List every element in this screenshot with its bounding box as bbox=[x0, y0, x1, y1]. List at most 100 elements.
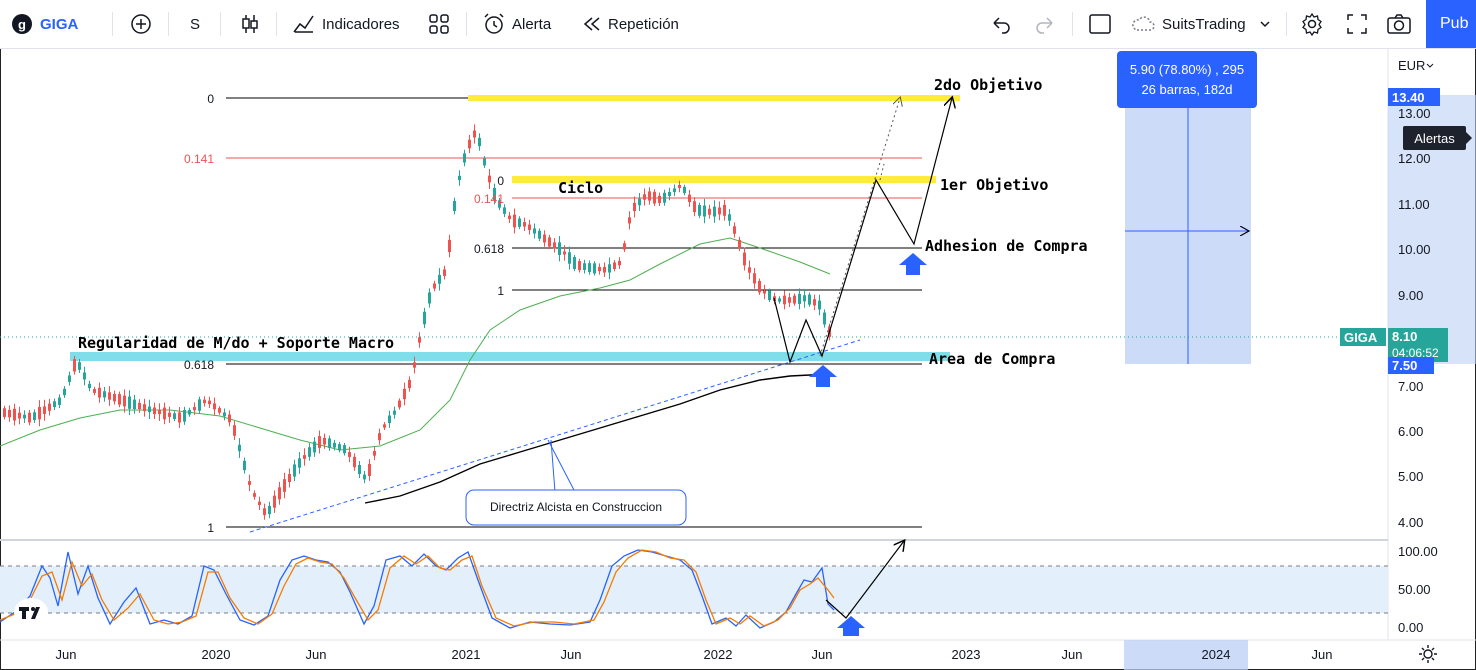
redo-button[interactable] bbox=[1034, 0, 1056, 48]
candle-body bbox=[38, 407, 41, 420]
candle-body bbox=[468, 139, 471, 149]
target2-band bbox=[468, 95, 960, 101]
stoch-d-line bbox=[0, 549, 835, 627]
ma-slow bbox=[364, 373, 831, 504]
candle-body bbox=[798, 293, 801, 304]
candle-body bbox=[663, 192, 666, 203]
candle-body bbox=[463, 153, 466, 163]
candle-body bbox=[403, 388, 406, 400]
camera-icon bbox=[1387, 14, 1411, 34]
publish-button[interactable]: Pub bbox=[1426, 0, 1476, 48]
chart-type-button[interactable] bbox=[240, 0, 260, 48]
candle-body bbox=[333, 442, 336, 448]
measure-line2: 26 barras, 182d bbox=[1141, 81, 1233, 97]
alert-button[interactable]: Alerta bbox=[482, 0, 551, 48]
candle-body bbox=[698, 205, 701, 216]
candle-body bbox=[453, 200, 456, 212]
candle-body bbox=[263, 508, 266, 516]
candle-body bbox=[793, 295, 796, 304]
indicators-button[interactable]: Indicadores bbox=[292, 0, 400, 48]
candle-body bbox=[313, 441, 316, 453]
undo-button[interactable] bbox=[990, 0, 1012, 48]
candle-body bbox=[23, 414, 26, 419]
projection-path bbox=[773, 98, 952, 364]
candle-body bbox=[503, 207, 506, 214]
candle-body bbox=[728, 214, 731, 221]
axis-settings-icon[interactable] bbox=[1419, 645, 1437, 663]
candle-body bbox=[518, 218, 521, 227]
candle-body bbox=[58, 397, 61, 405]
settings-button[interactable] bbox=[1300, 0, 1324, 48]
layout-toggle-button[interactable] bbox=[1088, 0, 1112, 48]
candle-body bbox=[303, 455, 306, 459]
candle-body bbox=[413, 362, 416, 368]
time-label: 2022 bbox=[704, 647, 733, 662]
currency-selector[interactable]: EUR bbox=[1398, 58, 1425, 73]
badge-countdown: 04:06:52 bbox=[1392, 346, 1439, 360]
trendline-note-box[interactable] bbox=[465, 489, 687, 526]
gear-icon bbox=[1302, 12, 1322, 36]
candle-body bbox=[763, 290, 766, 294]
candle-body bbox=[268, 505, 271, 515]
candle-body bbox=[273, 495, 276, 508]
tradingview-logo[interactable] bbox=[14, 598, 48, 626]
symbol-search[interactable]: g GIGA bbox=[12, 0, 78, 48]
measure-line1: 5.90 (78.80%) , 295 bbox=[1129, 61, 1245, 77]
candle-body bbox=[543, 234, 546, 243]
chart-canvas[interactable]: 2do Objetivo 1er Objetivo Ciclo Adhesion… bbox=[0, 48, 1476, 670]
symbol-logo-icon: g bbox=[12, 14, 32, 34]
candle-body bbox=[783, 295, 786, 305]
candle-body bbox=[238, 444, 241, 452]
candle-body bbox=[8, 409, 11, 418]
candle-body bbox=[18, 412, 21, 419]
compare-button[interactable] bbox=[130, 0, 152, 48]
ma-fast bbox=[0, 237, 831, 451]
candle-body bbox=[568, 252, 571, 264]
candle-body bbox=[768, 290, 771, 301]
time-label: 2020 bbox=[202, 647, 231, 662]
candle-body bbox=[338, 444, 341, 451]
badge-low: 7.50 bbox=[1388, 357, 1434, 374]
candle-body bbox=[243, 460, 246, 471]
symbol-price-tag: GIGA bbox=[1340, 328, 1386, 346]
candle-body bbox=[638, 198, 641, 206]
candle-body bbox=[393, 410, 396, 415]
candle-body bbox=[618, 260, 621, 266]
fullscreen-button[interactable] bbox=[1346, 0, 1368, 48]
square-icon bbox=[1089, 14, 1111, 34]
fib-small-0141: 0.141 bbox=[474, 192, 504, 206]
candle-body bbox=[473, 130, 476, 138]
chevron-down-icon bbox=[1426, 63, 1434, 68]
plus-circle-icon bbox=[131, 14, 151, 34]
rewind-icon bbox=[583, 17, 600, 31]
candle-body bbox=[363, 474, 366, 480]
time-label: Jun bbox=[561, 647, 582, 662]
time-range-highlight bbox=[1124, 640, 1248, 670]
candle-body bbox=[668, 191, 671, 197]
candle-body bbox=[193, 407, 196, 411]
candle-body bbox=[723, 204, 726, 216]
support-band bbox=[70, 352, 950, 361]
candle-body bbox=[658, 195, 661, 203]
templates-button[interactable] bbox=[428, 0, 450, 48]
candle-body bbox=[373, 451, 376, 456]
candle-body bbox=[643, 194, 646, 200]
candle-body bbox=[128, 396, 131, 409]
candle-body bbox=[68, 375, 71, 382]
candle-body bbox=[583, 263, 586, 270]
candle-body bbox=[173, 413, 176, 419]
replay-button[interactable]: Repetición bbox=[582, 0, 679, 48]
candle-body bbox=[168, 412, 171, 417]
layout-menu[interactable]: SuitsTrading bbox=[1130, 0, 1272, 48]
candle-body bbox=[33, 412, 36, 421]
candle-body bbox=[308, 447, 311, 457]
buy-arrow-icon bbox=[899, 253, 927, 275]
candle-body bbox=[438, 274, 441, 284]
candle-body bbox=[588, 263, 591, 273]
alerts-tag[interactable]: Alertas bbox=[1403, 126, 1472, 150]
osc-tick: 50.00 bbox=[1398, 582, 1431, 597]
interval-button[interactable]: S bbox=[190, 15, 201, 33]
candle-body bbox=[143, 404, 146, 412]
symbol-name: GIGA bbox=[40, 15, 79, 33]
screenshot-button[interactable] bbox=[1386, 0, 1412, 48]
